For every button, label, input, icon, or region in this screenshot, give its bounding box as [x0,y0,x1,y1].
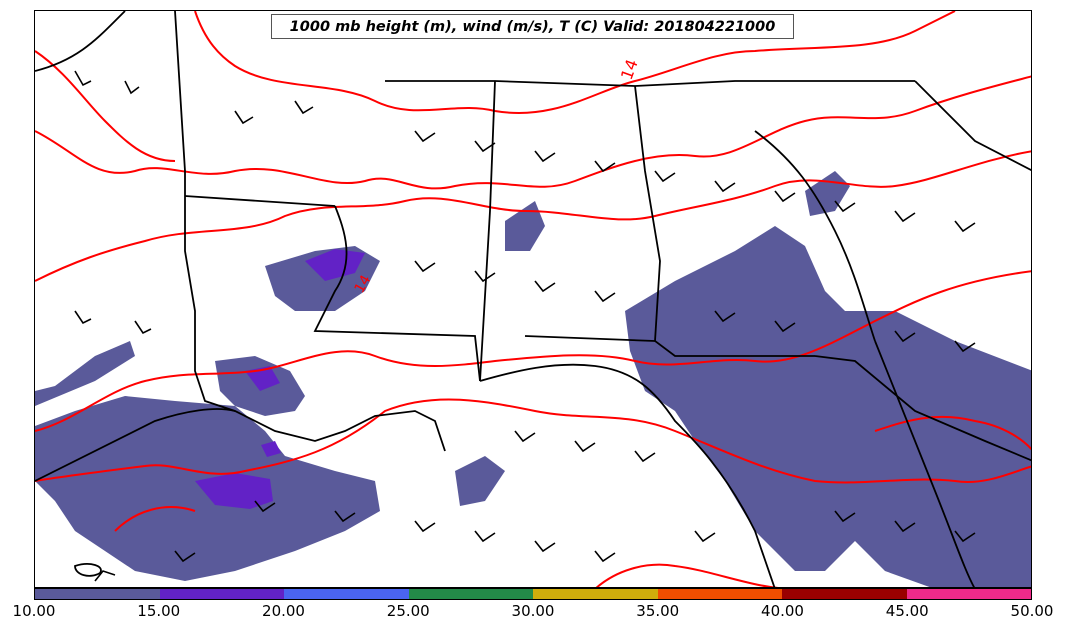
colorbar-tick-label: 35.00 [636,602,680,620]
weather-map: 14 14 [35,11,1031,587]
map-title-box: 1000 mb height (m), wind (m/s), T (C) Va… [271,14,794,39]
colorbar-segment [408,589,533,599]
colorbar-segment [782,589,907,599]
colorbar-segment [35,589,160,599]
colorbar-tick-label: 20.00 [262,602,305,620]
contour-label: 14 [352,272,375,296]
colorbar [34,588,1032,600]
colorbar-segment [159,589,284,599]
temperature-contours [35,11,1031,587]
colorbar-tick-label: 10.00 [12,602,56,620]
colorbar-tick-label: 30.00 [511,602,555,620]
colorbar-tick-label: 25.00 [386,602,430,620]
colorbar-tick-label: 50.00 [1010,602,1054,620]
colorbar-tick-label: 15.00 [137,602,181,620]
colorbar-segment [657,589,782,599]
colorbar-segment [906,589,1031,599]
colorbar-segment [284,589,409,599]
colorbar-ticks: 10.00 15.00 20.00 25.00 30.00 35.00 40.0… [0,600,1065,630]
boundaries [35,11,1031,587]
colorbar-tick-label: 45.00 [885,602,929,620]
colorbar-segment [533,589,658,599]
contour-label: 14 [617,57,642,83]
map-panel: 14 14 [34,10,1032,588]
heavy-shading [195,249,365,509]
map-title: 1000 mb height (m), wind (m/s), T (C) Va… [289,18,776,35]
wind-barbs [74,70,976,582]
colorbar-tick-label: 40.00 [761,602,804,620]
